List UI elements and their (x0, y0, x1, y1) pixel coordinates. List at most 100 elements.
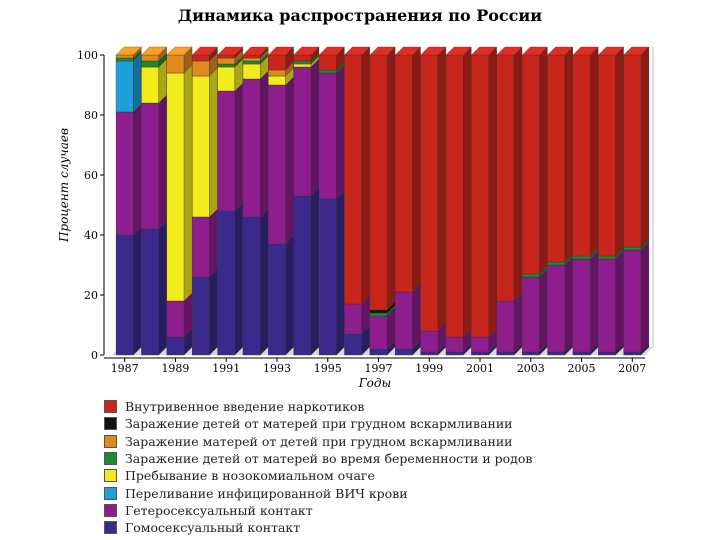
bar-segment (115, 57, 134, 62)
bar-segment-side (209, 67, 218, 218)
legend-item: Переливание инфицированной ВИЧ крови (104, 484, 704, 501)
bar-segment-side (158, 94, 167, 230)
bar-segment (547, 54, 565, 263)
legend-item: Пребывание в нозокомиальном очаге (104, 467, 704, 484)
bar-1991 (217, 46, 244, 356)
bar-segment (598, 351, 616, 356)
bar-top (597, 46, 624, 56)
bar-1995 (318, 46, 345, 356)
bar-segment (242, 216, 261, 356)
legend-swatch (104, 486, 117, 500)
bar-1999 (420, 46, 447, 356)
x-tick-label: 1987 (111, 362, 139, 375)
bar-segment (115, 60, 134, 113)
bar-1997 (369, 46, 396, 356)
x-tick-label: 2007 (618, 362, 646, 375)
bar-segment-side (133, 52, 142, 113)
bar-segment (344, 303, 362, 335)
bar-segment (344, 54, 362, 305)
legend-swatch (104, 521, 117, 535)
bar-top (191, 46, 218, 56)
stacked-bar-chart: 0 20 40 60 80 100 Процент случаев 1987 1989 1991 1… (57, 46, 654, 390)
bar-segment (623, 351, 642, 356)
bar-segment (217, 90, 236, 212)
x-tick-label: 1991 (212, 362, 240, 375)
bar-2005 (572, 46, 599, 356)
bar-segment-side (183, 64, 193, 302)
bar-top (115, 46, 142, 56)
bar-segment (623, 54, 642, 248)
bar-segment-side (615, 46, 624, 257)
bar-top (217, 46, 244, 56)
bar-segment (572, 351, 591, 356)
bar-segment (192, 75, 210, 218)
x-tick-label: 2005 (568, 362, 596, 375)
y-tick-label: 60 (84, 169, 98, 182)
legend-label: Заражение матерей от детей при грудном в… (125, 433, 513, 449)
bar-segment-side (564, 256, 573, 353)
bar-segment (268, 243, 286, 356)
bar-segment-side (615, 250, 624, 353)
bar-2006 (597, 46, 624, 356)
bar-segment (496, 300, 515, 353)
bar-segment (115, 54, 134, 59)
bar-top (471, 46, 498, 56)
bar-segment (420, 330, 439, 353)
bar-segment (496, 54, 515, 302)
legend-swatch (104, 400, 117, 414)
legend-item: Внутривенное введение наркотиков (104, 398, 704, 415)
bar-segment (496, 351, 515, 356)
legend-item: Заражение матерей от детей при грудном в… (104, 433, 704, 450)
bar-segment-side (336, 190, 345, 356)
bar-segment (395, 291, 413, 350)
bar-segment-side (310, 187, 320, 356)
bar-segment (598, 54, 616, 257)
bar-segment (293, 60, 312, 65)
bar-1992 (242, 46, 269, 356)
bar-segment (420, 54, 439, 332)
bar-segment (141, 228, 159, 356)
bar-segment (217, 63, 236, 68)
bar-segment (141, 66, 159, 104)
bar-segment (547, 264, 565, 353)
bar-segment (471, 336, 489, 353)
bar-segment (318, 54, 337, 71)
bar-segment (242, 57, 261, 62)
bar-segment-side (640, 46, 650, 248)
legend-label: Гомосексуальный контакт (125, 520, 301, 536)
bar-segment (369, 309, 388, 314)
bar-top (496, 46, 523, 56)
bar-segment (445, 336, 464, 353)
legend-swatch (104, 469, 117, 483)
bar-segment-side (209, 268, 218, 356)
bar-top (293, 46, 320, 56)
bar-2002 (496, 46, 523, 356)
bar-top (141, 46, 168, 56)
bar-segment (268, 84, 286, 245)
bar-segment (166, 300, 185, 338)
bar-segment (192, 276, 210, 356)
bar-segment-side (310, 58, 320, 197)
bar-segment-side (260, 70, 269, 218)
bar-segment (369, 348, 388, 356)
bar-segment (471, 54, 489, 338)
y-tick-label: 100 (77, 49, 98, 62)
bar-segment-side (386, 46, 396, 311)
bar-top (547, 46, 574, 56)
bar-segment (166, 54, 185, 74)
bar-segment (572, 54, 591, 257)
bar-segment (521, 54, 540, 275)
bar-segment-side (234, 82, 243, 212)
bar-segment (598, 258, 616, 353)
bar-segment (242, 78, 261, 218)
bar-segment (318, 198, 337, 356)
bar-segment (369, 312, 388, 317)
bar-segment-side (133, 103, 142, 236)
bar-segment-side (640, 241, 650, 353)
bar-segment (242, 60, 261, 65)
bar-top (420, 46, 447, 56)
legend-label: Переливание инфицированной ВИЧ крови (125, 485, 408, 501)
x-tick-label: 2003 (517, 362, 545, 375)
bar-segment (115, 234, 134, 356)
bar-1990 (191, 46, 218, 356)
